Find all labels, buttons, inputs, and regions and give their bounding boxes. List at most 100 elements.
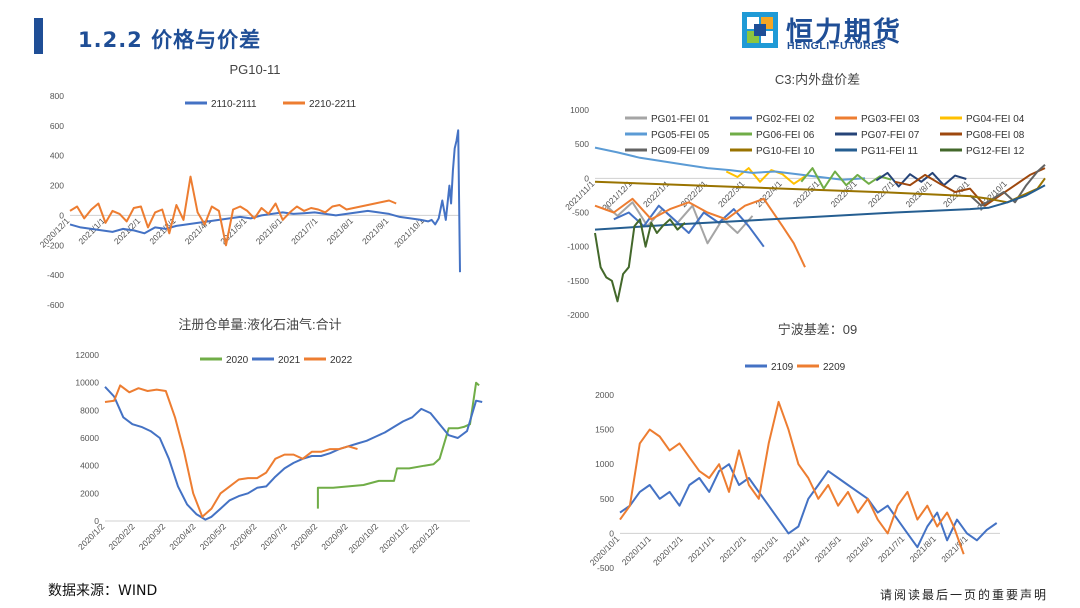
chart-pg10-11: PG10-11 -600 -400 -200 0 200 400 600 800 2020/12/… — [38, 60, 470, 310]
legend-label: 2020 — [226, 355, 249, 366]
series-line-PG01-FEI 01 — [605, 201, 754, 245]
y-tick-label: -600 — [47, 300, 64, 310]
logo-mark-icon — [742, 12, 778, 48]
series-line-2209 — [619, 400, 965, 555]
legend-label: 2210-2211 — [309, 99, 357, 110]
x-tick-label: 2020/8/2 — [289, 521, 320, 552]
company-logo: 恒力期货 HENGLI FUTURES — [742, 10, 912, 54]
header-accent-bar — [34, 18, 43, 54]
x-tick-label: 2021/3/1 — [749, 534, 780, 565]
chart-svg: 注册仓单量:液化石油气:合计 0 2000 4000 6000 8000 10000 1200… — [75, 317, 483, 555]
y-tick-label: 0 — [584, 173, 589, 183]
chart-title: PG10-11 — [229, 62, 280, 77]
series-line-2210-2211 — [69, 175, 397, 247]
y-tick-label: 0 — [609, 528, 614, 538]
y-tick-label: -2000 — [567, 310, 589, 320]
x-tick-label: 2020/3/2 — [137, 521, 168, 552]
chart-legend: 2110-2111 2210-2211 — [185, 99, 357, 110]
series-line-PG10-FEI 10 — [594, 177, 1046, 204]
x-tick-label: 2021/1/1 — [686, 534, 717, 565]
legend-label: 2209 — [823, 362, 846, 373]
legend-label: PG10-FEI 10 — [756, 146, 815, 157]
legend-label: 2022 — [330, 355, 353, 366]
chart-c3-spread: C3:内外盘价差 -2000 -1500 -1000 -500 0 500 1000 2021/… — [563, 70, 1060, 320]
x-tick-label: 2020/7/2 — [258, 521, 289, 552]
legend-label: 2021 — [278, 355, 301, 366]
x-tick-label: 2021/9/1 — [360, 216, 391, 247]
series-line-PG11-FEI 11 — [594, 184, 1046, 231]
series-line-2110-2111 — [69, 129, 461, 273]
series-line-PG09-FEI 09 — [969, 163, 1046, 207]
y-tick-label: 1000 — [595, 459, 614, 469]
series-line-2021 — [104, 386, 483, 521]
chart-svg: PG10-11-600-400-20002004006008002020/12/… — [38, 62, 461, 310]
chart-legend: 2020 2021 2022 — [200, 355, 353, 366]
legend-label: PG05-FEI 05 — [651, 130, 710, 141]
x-tick-label: 2020/12/1 — [651, 534, 685, 568]
x-tick-label: 2020/6/2 — [228, 521, 259, 552]
x-tick-label: 2020/11/2 — [377, 521, 411, 555]
chart-legend: 2109 2209 — [745, 362, 846, 373]
disclaimer-note: 请阅读最后一页的重要声明 — [880, 588, 1049, 602]
legend-label: PG11-FEI 11 — [861, 146, 918, 157]
x-tick-label: 2021/7/1 — [289, 216, 320, 247]
legend-label: PG09-FEI 09 — [651, 146, 710, 157]
x-tick-label: 2020/11/1 — [620, 534, 654, 568]
y-tick-label: -500 — [572, 208, 589, 218]
page-title: 1.2.2 价格与价差 — [78, 28, 262, 52]
logo-english-name: HENGLI FUTURES — [787, 40, 887, 52]
chart-ningbo-basis: 宁波基差：09 -500 0 500 1000 1500 2000 2020/10/1 2020… — [585, 320, 1050, 580]
x-tick-label: 2020/12/2 — [407, 521, 441, 555]
y-tick-label: 600 — [50, 121, 64, 131]
legend-label: PG12-FEI 12 — [966, 146, 1025, 157]
y-tick-label: 200 — [50, 181, 64, 191]
y-tick-label: 500 — [575, 139, 589, 149]
chart-svg: 宁波基差：09-50005001000150020002020/10/12020… — [588, 322, 1000, 573]
legend-label: 2109 — [771, 362, 794, 373]
x-tick-label: 2020/5/2 — [198, 521, 229, 552]
x-tick-label: 2021/9/1 — [939, 534, 970, 565]
series-line-PG04-FEI 04 — [725, 167, 806, 185]
y-tick-label: -500 — [597, 563, 614, 573]
x-tick-label: 2021/2/1 — [718, 534, 749, 565]
series-line-PG06-FEI 06 — [800, 167, 892, 190]
x-tick-label: 2020/2/2 — [106, 521, 137, 552]
series-line-PG05-FEI 05 — [594, 146, 866, 181]
x-tick-label: 2020/4/2 — [167, 521, 198, 552]
series-line-2020 — [316, 381, 480, 509]
legend-label: PG02-FEI 02 — [756, 114, 815, 125]
y-tick-label: -200 — [47, 240, 64, 250]
x-tick-label: 2021/7/1 — [876, 534, 907, 565]
x-tick-label: 2021/5/1 — [813, 534, 844, 565]
legend-label: PG07-FEI 07 — [861, 130, 920, 141]
series-line-2109 — [619, 463, 998, 549]
y-tick-label: 800 — [50, 91, 64, 101]
x-tick-label: 2020/10/2 — [346, 521, 380, 555]
y-tick-label: 8000 — [80, 405, 99, 415]
legend-label: PG08-FEI 08 — [966, 130, 1025, 141]
chart-svg: C3:内外盘价差-2000-1500-1000-500050010002021/… — [563, 72, 1046, 320]
y-tick-label: 2000 — [595, 390, 614, 400]
logo-chinese-name: 恒力期货 — [786, 17, 902, 48]
y-tick-label: 1500 — [595, 425, 614, 435]
legend-label: PG01-FEI 01 — [651, 114, 710, 125]
y-tick-label: 10000 — [75, 378, 99, 388]
legend-label: PG06-FEI 06 — [756, 130, 815, 141]
legend-label: PG04-FEI 04 — [966, 114, 1025, 125]
x-tick-label: 2021/6/1 — [844, 534, 875, 565]
y-tick-label: 6000 — [80, 433, 99, 443]
series-line-PG07-FEI 07 — [875, 171, 967, 188]
chart-warehouse-receipts: 注册仓单量:液化石油气:合计 0 2000 4000 6000 8000 10000 1200… — [40, 315, 483, 580]
series-line-PG03-FEI 03 — [594, 197, 806, 268]
x-tick-label: 2021/6/1 — [254, 216, 285, 247]
x-tick-label: 2020/9/2 — [319, 521, 350, 552]
series-line-PG12-FEI 12 — [594, 218, 686, 303]
y-tick-label: 2000 — [80, 488, 99, 498]
y-tick-label: 0 — [94, 516, 99, 526]
y-tick-label: 12000 — [75, 350, 99, 360]
x-tick-label: 2021/4/1 — [183, 216, 214, 247]
chart-title: C3:内外盘价差 — [775, 72, 860, 87]
legend-label: PG03-FEI 03 — [861, 114, 920, 125]
y-tick-label: -1000 — [567, 242, 589, 252]
x-tick-label: 2021/8/1 — [908, 534, 939, 565]
